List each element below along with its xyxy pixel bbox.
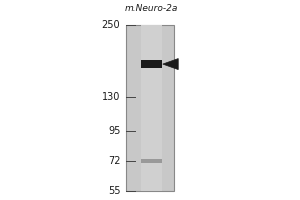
- Bar: [141, 25, 162, 191]
- Text: 72: 72: [108, 156, 120, 166]
- Text: 95: 95: [108, 126, 120, 136]
- Text: m.Neuro-2a: m.Neuro-2a: [125, 4, 178, 13]
- Bar: [141, 159, 162, 163]
- Text: 250: 250: [102, 20, 120, 30]
- Bar: [141, 60, 162, 68]
- Bar: [126, 25, 174, 191]
- Text: 130: 130: [102, 92, 120, 102]
- Polygon shape: [163, 59, 178, 70]
- Text: 55: 55: [108, 186, 120, 196]
